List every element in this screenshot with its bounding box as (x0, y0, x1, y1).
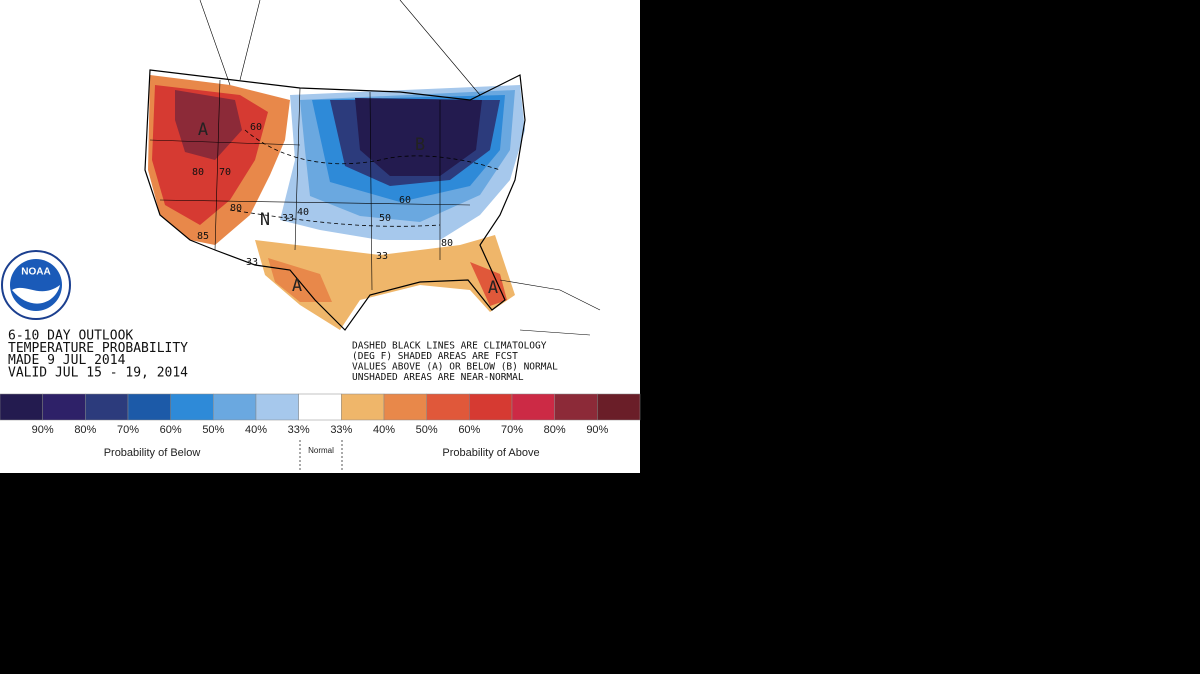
legend-swatch (213, 393, 257, 421)
logo-bird (12, 285, 60, 304)
note-line: DASHED BLACK LINES ARE CLIMATOLOGY (352, 341, 547, 352)
legend-swatch (554, 393, 598, 421)
map-label: A (198, 120, 208, 140)
map-label: 80 (192, 167, 204, 178)
legend-label: 40% (245, 424, 267, 436)
map-label: B (415, 135, 425, 155)
legend-swatch (426, 393, 470, 421)
legend-label: 60% (458, 424, 480, 436)
map-label: N (260, 210, 270, 230)
map-label: 33 (376, 251, 388, 262)
map-label: 60 (399, 195, 411, 206)
header-line: 6-10 DAY OUTLOOK (8, 329, 133, 344)
islands (499, 279, 601, 336)
legend-label: 90% (586, 424, 608, 436)
note-line: (DEG F) SHADED AREAS ARE FCST (352, 351, 518, 362)
legend-label: 70% (117, 424, 139, 436)
climatology-line (229, 129, 501, 227)
note: DASHED BLACK LINES ARE CLIMATOLOGY(DEG F… (352, 341, 558, 384)
legend-swatch (298, 393, 342, 421)
legend-swatch (170, 393, 214, 421)
legend-swatch (383, 393, 427, 421)
legend-swatch (341, 393, 385, 421)
map-label: A (292, 276, 302, 296)
map-label: 70 (219, 167, 231, 178)
shade-area (355, 98, 482, 176)
legend-swatch (85, 393, 129, 421)
map-label: A (488, 278, 498, 298)
legend-label: 33% (330, 424, 352, 436)
header-line: MADE 9 JUL 2014 (8, 353, 126, 368)
noaa-logo: NOAA (1, 250, 71, 320)
legend: Probability of Below Normal Probability … (0, 393, 641, 470)
legend-above: Probability of Above (442, 447, 539, 459)
map-labels: A 60 80 70 B N 33 40 50 60 80 33 33 A A … (192, 120, 498, 298)
map (144, 0, 601, 336)
legend-label: 90% (32, 424, 54, 436)
legend-label: 50% (416, 424, 438, 436)
map-label: 60 (250, 122, 262, 133)
state-lines (149, 0, 481, 291)
note-line: VALUES ABOVE (A) OR BELOW (B) NORMAL (352, 362, 558, 373)
legend-label: 50% (202, 424, 224, 436)
map-label: 80 (230, 203, 242, 214)
legend-label: 60% (160, 424, 182, 436)
legend-swatch (255, 393, 299, 421)
header-line: TEMPERATURE PROBABILITY (8, 341, 188, 356)
map-label: 33 (246, 257, 258, 268)
map-label: 33 (282, 213, 294, 224)
shade-area (470, 262, 507, 306)
legend-label: 70% (501, 424, 523, 436)
map-label: 80 (441, 238, 453, 249)
legend-swatch (597, 393, 641, 421)
legend-swatch (0, 393, 43, 421)
note-line: UNSHADED AREAS ARE NEAR-NORMAL (352, 372, 524, 383)
legend-swatch (511, 393, 555, 421)
legend-label: 40% (373, 424, 395, 436)
logo-text: NOAA (21, 267, 50, 278)
legend-swatch (469, 393, 513, 421)
country-outline (144, 69, 526, 331)
legend-swatch (42, 393, 86, 421)
map-label: 50 (379, 213, 391, 224)
legend-label: 33% (288, 424, 310, 436)
legend-label: 80% (544, 424, 566, 436)
map-label: 40 (297, 207, 309, 218)
legend-normal: Normal (308, 446, 334, 455)
shade-area (255, 235, 515, 330)
header-line: VALID JUL 15 - 19, 2014 (8, 365, 188, 380)
legend-swatch (127, 393, 171, 421)
map-label: 85 (197, 231, 209, 242)
legend-label: 80% (74, 424, 96, 436)
legend-below: Probability of Below (104, 447, 201, 459)
